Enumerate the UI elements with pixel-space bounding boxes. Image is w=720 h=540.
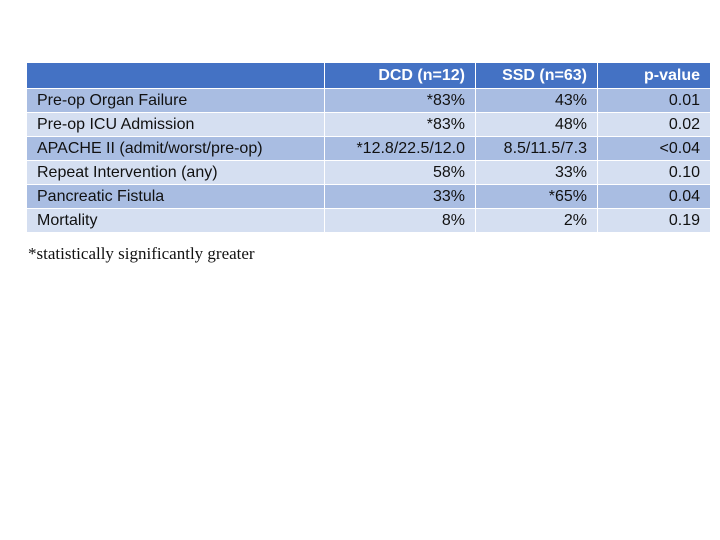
- p-value: <0.04: [597, 136, 711, 161]
- table-row: Pancreatic Fistula 33% *65% 0.04: [26, 184, 711, 209]
- header-ssd: SSD (n=63): [475, 62, 598, 89]
- p-value: 0.10: [597, 160, 711, 185]
- table-row: Mortality 8% 2% 0.19: [26, 208, 711, 233]
- p-value: 0.02: [597, 112, 711, 137]
- results-table: DCD (n=12) SSD (n=63) p-value Pre-op Org…: [26, 62, 711, 233]
- header-row: DCD (n=12) SSD (n=63) p-value: [26, 62, 711, 89]
- row-label: Pre-op Organ Failure: [26, 88, 325, 113]
- table-row: APACHE II (admit/worst/pre-op) *12.8/22.…: [26, 136, 711, 161]
- ssd-value: 8.5/11.5/7.3: [475, 136, 598, 161]
- table-row: Pre-op ICU Admission *83% 48% 0.02: [26, 112, 711, 137]
- p-value: 0.19: [597, 208, 711, 233]
- dcd-value: 58%: [324, 160, 476, 185]
- row-label: APACHE II (admit/worst/pre-op): [26, 136, 325, 161]
- dcd-value: *12.8/22.5/12.0: [324, 136, 476, 161]
- header-p-value: p-value: [597, 62, 711, 89]
- table-row: Repeat Intervention (any) 58% 33% 0.10: [26, 160, 711, 185]
- row-label: Mortality: [26, 208, 325, 233]
- footnote: *statistically significantly greater: [28, 244, 255, 263]
- p-value: 0.04: [597, 184, 711, 209]
- ssd-value: 2%: [475, 208, 598, 233]
- row-label: Pancreatic Fistula: [26, 184, 325, 209]
- ssd-value: *65%: [475, 184, 598, 209]
- dcd-value: *83%: [324, 88, 476, 113]
- dcd-value: 33%: [324, 184, 476, 209]
- header-dcd: DCD (n=12): [324, 62, 476, 89]
- ssd-value: 43%: [475, 88, 598, 113]
- dcd-value: 8%: [324, 208, 476, 233]
- ssd-value: 48%: [475, 112, 598, 137]
- ssd-value: 33%: [475, 160, 598, 185]
- row-label: Repeat Intervention (any): [26, 160, 325, 185]
- table-row: Pre-op Organ Failure *83% 43% 0.01: [26, 88, 711, 113]
- row-label: Pre-op ICU Admission: [26, 112, 325, 137]
- dcd-value: *83%: [324, 112, 476, 137]
- header-blank: [26, 62, 325, 89]
- p-value: 0.01: [597, 88, 711, 113]
